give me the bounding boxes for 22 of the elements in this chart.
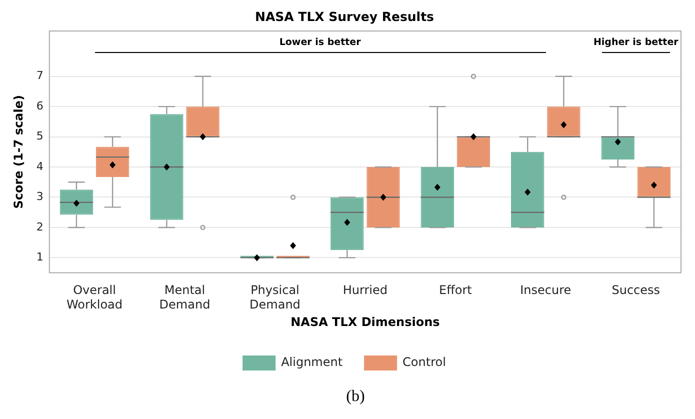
text: (b) xyxy=(345,388,366,406)
y-tick-label: 7 xyxy=(36,69,44,82)
y-tick-label: 2 xyxy=(36,220,44,234)
x-tick-label: Insecure xyxy=(520,283,572,298)
annotation: Lower is better xyxy=(279,36,362,48)
y-tick-label: 5 xyxy=(36,130,44,143)
x-tick-label: Overall Workload xyxy=(66,283,123,312)
x-tick-label: Hurried xyxy=(342,283,388,298)
legend-label: Control xyxy=(402,355,446,370)
y-tick-label: 3 xyxy=(36,190,44,204)
chart-title: NASA TLX Survey Results xyxy=(255,8,434,24)
x-tick-label: Physical Demand xyxy=(250,283,300,312)
x-tick-label: Effort xyxy=(439,283,472,298)
y-tick-label: 1 xyxy=(36,250,44,264)
x-tick-label: Success xyxy=(612,283,660,298)
x-tick-label: Mental Demand xyxy=(159,283,210,312)
annotation: Higher is better xyxy=(593,36,679,48)
x-axis-title: NASA TLX Dimensions xyxy=(290,314,440,329)
y-tick-label: 6 xyxy=(36,99,44,112)
y-tick-label: 4 xyxy=(36,160,44,173)
legend-label: Alignment xyxy=(281,355,343,370)
y-axis-title: Score (1-7 scale) xyxy=(11,95,26,209)
